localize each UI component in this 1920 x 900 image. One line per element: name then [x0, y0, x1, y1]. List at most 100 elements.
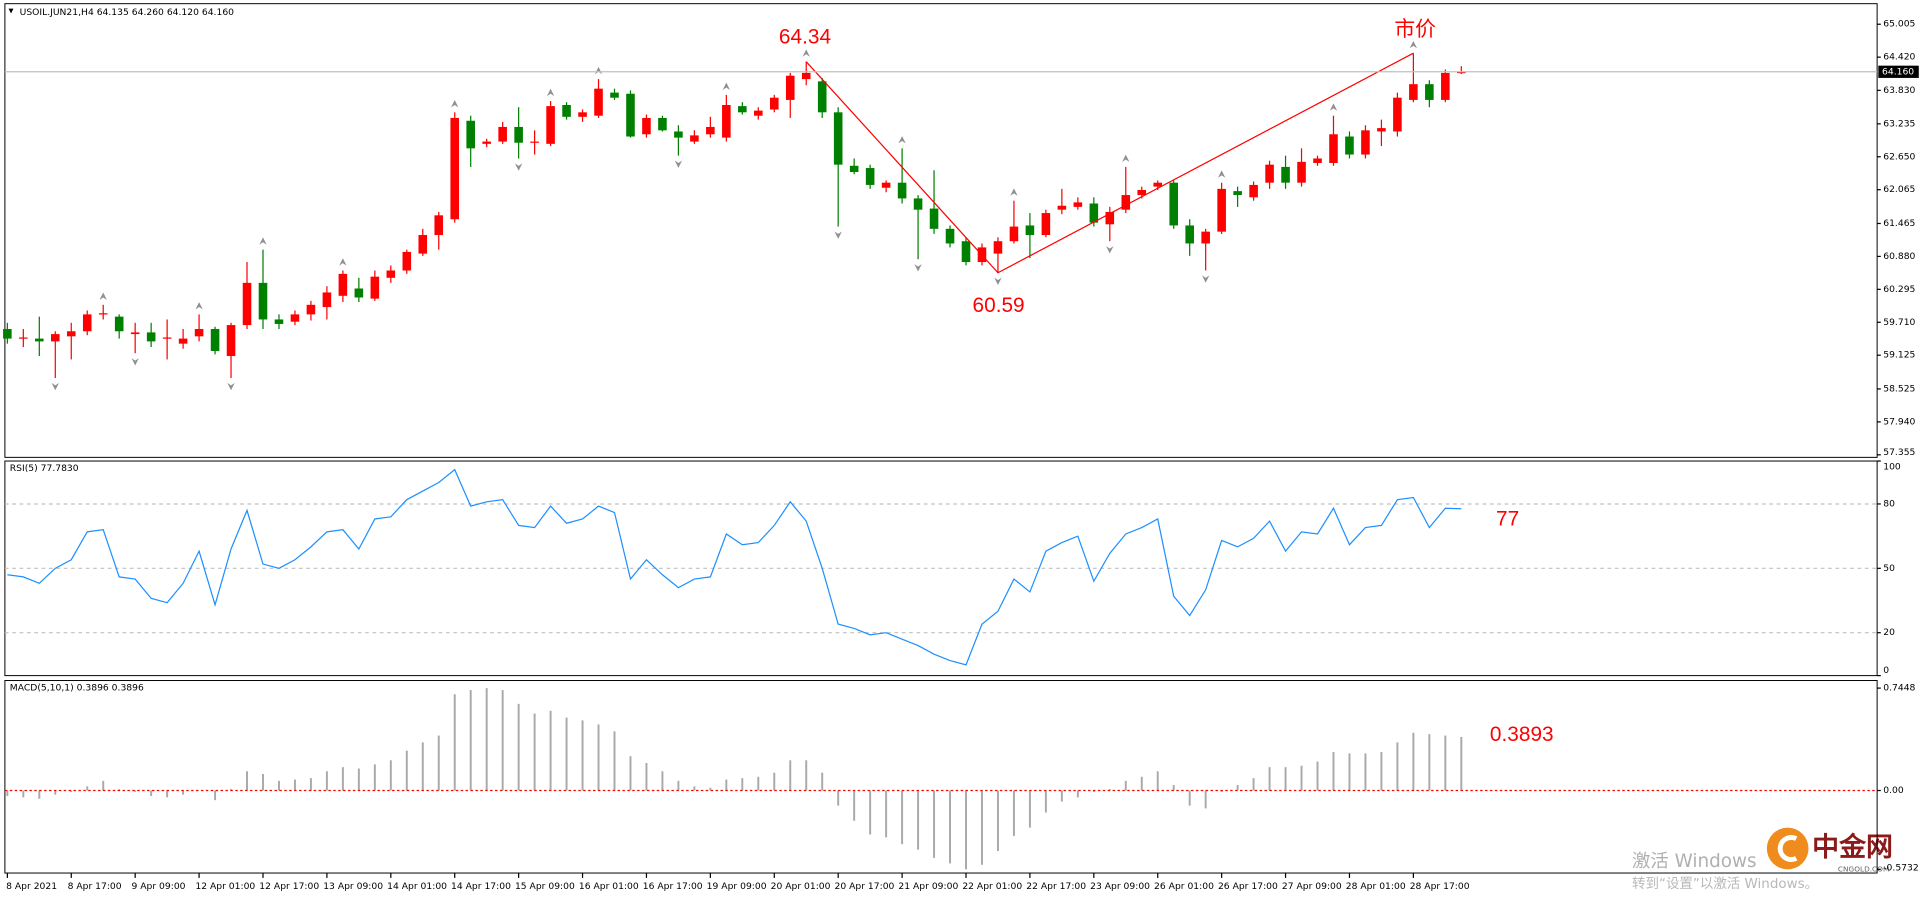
watermark-subtitle: 转到“设置”以激活 Windows。	[1632, 876, 1818, 892]
x-tick-label: 15 Apr 09:00	[515, 881, 575, 892]
y-tick-label: 61.465	[1883, 218, 1915, 229]
candle-body	[1233, 191, 1242, 196]
candle-body	[881, 182, 891, 188]
logo-circle	[1766, 827, 1809, 870]
candle-body	[562, 104, 571, 117]
y-tick-label: 63.830	[1883, 85, 1915, 96]
logo-site: CNGOLD.COM	[1838, 864, 1889, 873]
candle-body	[658, 117, 667, 131]
fractal-down	[51, 382, 59, 391]
candle-body	[226, 325, 236, 357]
candle-body	[1009, 226, 1019, 242]
x-tick-label: 16 Apr 01:00	[579, 881, 639, 892]
candle-body	[578, 112, 587, 117]
candle-body	[354, 288, 364, 298]
fractal-down	[1201, 275, 1210, 283]
x-tick-label: 14 Apr 17:00	[451, 881, 511, 892]
candle-body	[402, 251, 412, 271]
x-tick-label: 28 Apr 01:00	[1346, 881, 1406, 892]
candle-body	[722, 104, 731, 138]
candle-body	[434, 215, 444, 236]
y-tick-label: 20	[1883, 627, 1895, 638]
candle-body	[1041, 213, 1051, 236]
y-tick-label: 57.940	[1883, 416, 1915, 427]
x-tick-label: 8 Apr 17:00	[68, 881, 122, 892]
candle-body	[370, 276, 380, 299]
y-tick-label: 58.525	[1883, 383, 1915, 394]
candle-body	[258, 282, 268, 320]
logo: 中金网 CNGOLD.COM	[1766, 827, 1893, 873]
y-tick-label: 0.00	[1883, 785, 1904, 796]
logo-glyph	[1777, 835, 1798, 862]
candle-body	[98, 313, 108, 315]
panel-frame	[4, 3, 1878, 458]
candle-body	[1089, 203, 1099, 223]
candle-body	[961, 241, 971, 263]
candle-body	[1297, 161, 1306, 183]
candle-body	[817, 81, 827, 113]
y-tick-label: 50	[1883, 563, 1895, 574]
fractal-down	[674, 160, 683, 168]
candle-body	[1073, 202, 1083, 207]
fractal-down	[834, 231, 842, 239]
fractal-up	[99, 292, 107, 300]
candle-body	[1457, 71, 1466, 74]
candle-body	[82, 314, 92, 332]
candle-body	[1217, 188, 1226, 232]
x-tick-label: 23 Apr 09:00	[1090, 881, 1150, 892]
y-tick-label: 60.295	[1883, 284, 1915, 295]
candle-body	[690, 135, 699, 142]
candle-body	[1105, 211, 1115, 225]
candle-body	[162, 337, 172, 339]
candle-body	[290, 314, 300, 322]
watermark-title: 激活 Windows	[1632, 851, 1757, 872]
candle-body	[530, 141, 539, 143]
candle-body	[466, 120, 475, 149]
y-tick-label: 64.420	[1883, 52, 1915, 63]
fractal-up	[546, 88, 555, 97]
main-title: USOIL.JUN21,H4 64.135 64.260 64.120 64.1…	[20, 7, 235, 18]
market-annotation: 市价	[1394, 18, 1436, 41]
rsi-title: RSI(5) 77.7830	[10, 463, 79, 474]
candle-body	[322, 292, 332, 308]
y-tick-label: 0.7448	[1883, 683, 1915, 694]
x-tick-label: 22 Apr 17:00	[1026, 881, 1086, 892]
candle-body	[1201, 231, 1210, 244]
candle-body	[35, 338, 44, 342]
candle-body	[706, 126, 715, 135]
x-tick-label: 26 Apr 01:00	[1154, 881, 1214, 892]
candle-body	[1281, 166, 1290, 183]
fractal-down	[514, 163, 523, 171]
candle-body	[1153, 182, 1163, 187]
candle-body	[929, 208, 939, 229]
y-tick-label: 0	[1883, 665, 1889, 676]
candle-body	[514, 126, 523, 143]
candle-body	[386, 270, 396, 278]
candle-body	[594, 88, 603, 116]
fractal-down	[1106, 246, 1114, 254]
fractal-up	[1409, 40, 1418, 49]
candle-body	[418, 235, 428, 254]
last-price-label: 64.160	[1882, 66, 1914, 77]
fractal-down	[227, 382, 235, 391]
candle-body	[50, 334, 60, 342]
candle-body	[1137, 189, 1147, 196]
fractal-down	[914, 264, 922, 272]
candle-body	[1121, 195, 1131, 210]
candle-body	[897, 182, 907, 199]
candle-body	[1057, 205, 1067, 210]
last-price-box	[1878, 65, 1919, 78]
fractal-up	[1122, 154, 1130, 163]
candle-body	[754, 110, 763, 116]
rsi-annotation: 77	[1496, 507, 1519, 530]
candle-body	[114, 316, 124, 332]
x-tick-label: 16 Apr 17:00	[643, 881, 703, 892]
candle-body	[865, 168, 875, 185]
candle-body	[242, 282, 252, 326]
candle-body	[546, 106, 555, 144]
y-tick-label: 65.005	[1883, 19, 1915, 30]
x-tick-label: 20 Apr 17:00	[835, 881, 895, 892]
x-tick-label: 19 Apr 09:00	[707, 881, 767, 892]
candle-body	[146, 332, 156, 342]
